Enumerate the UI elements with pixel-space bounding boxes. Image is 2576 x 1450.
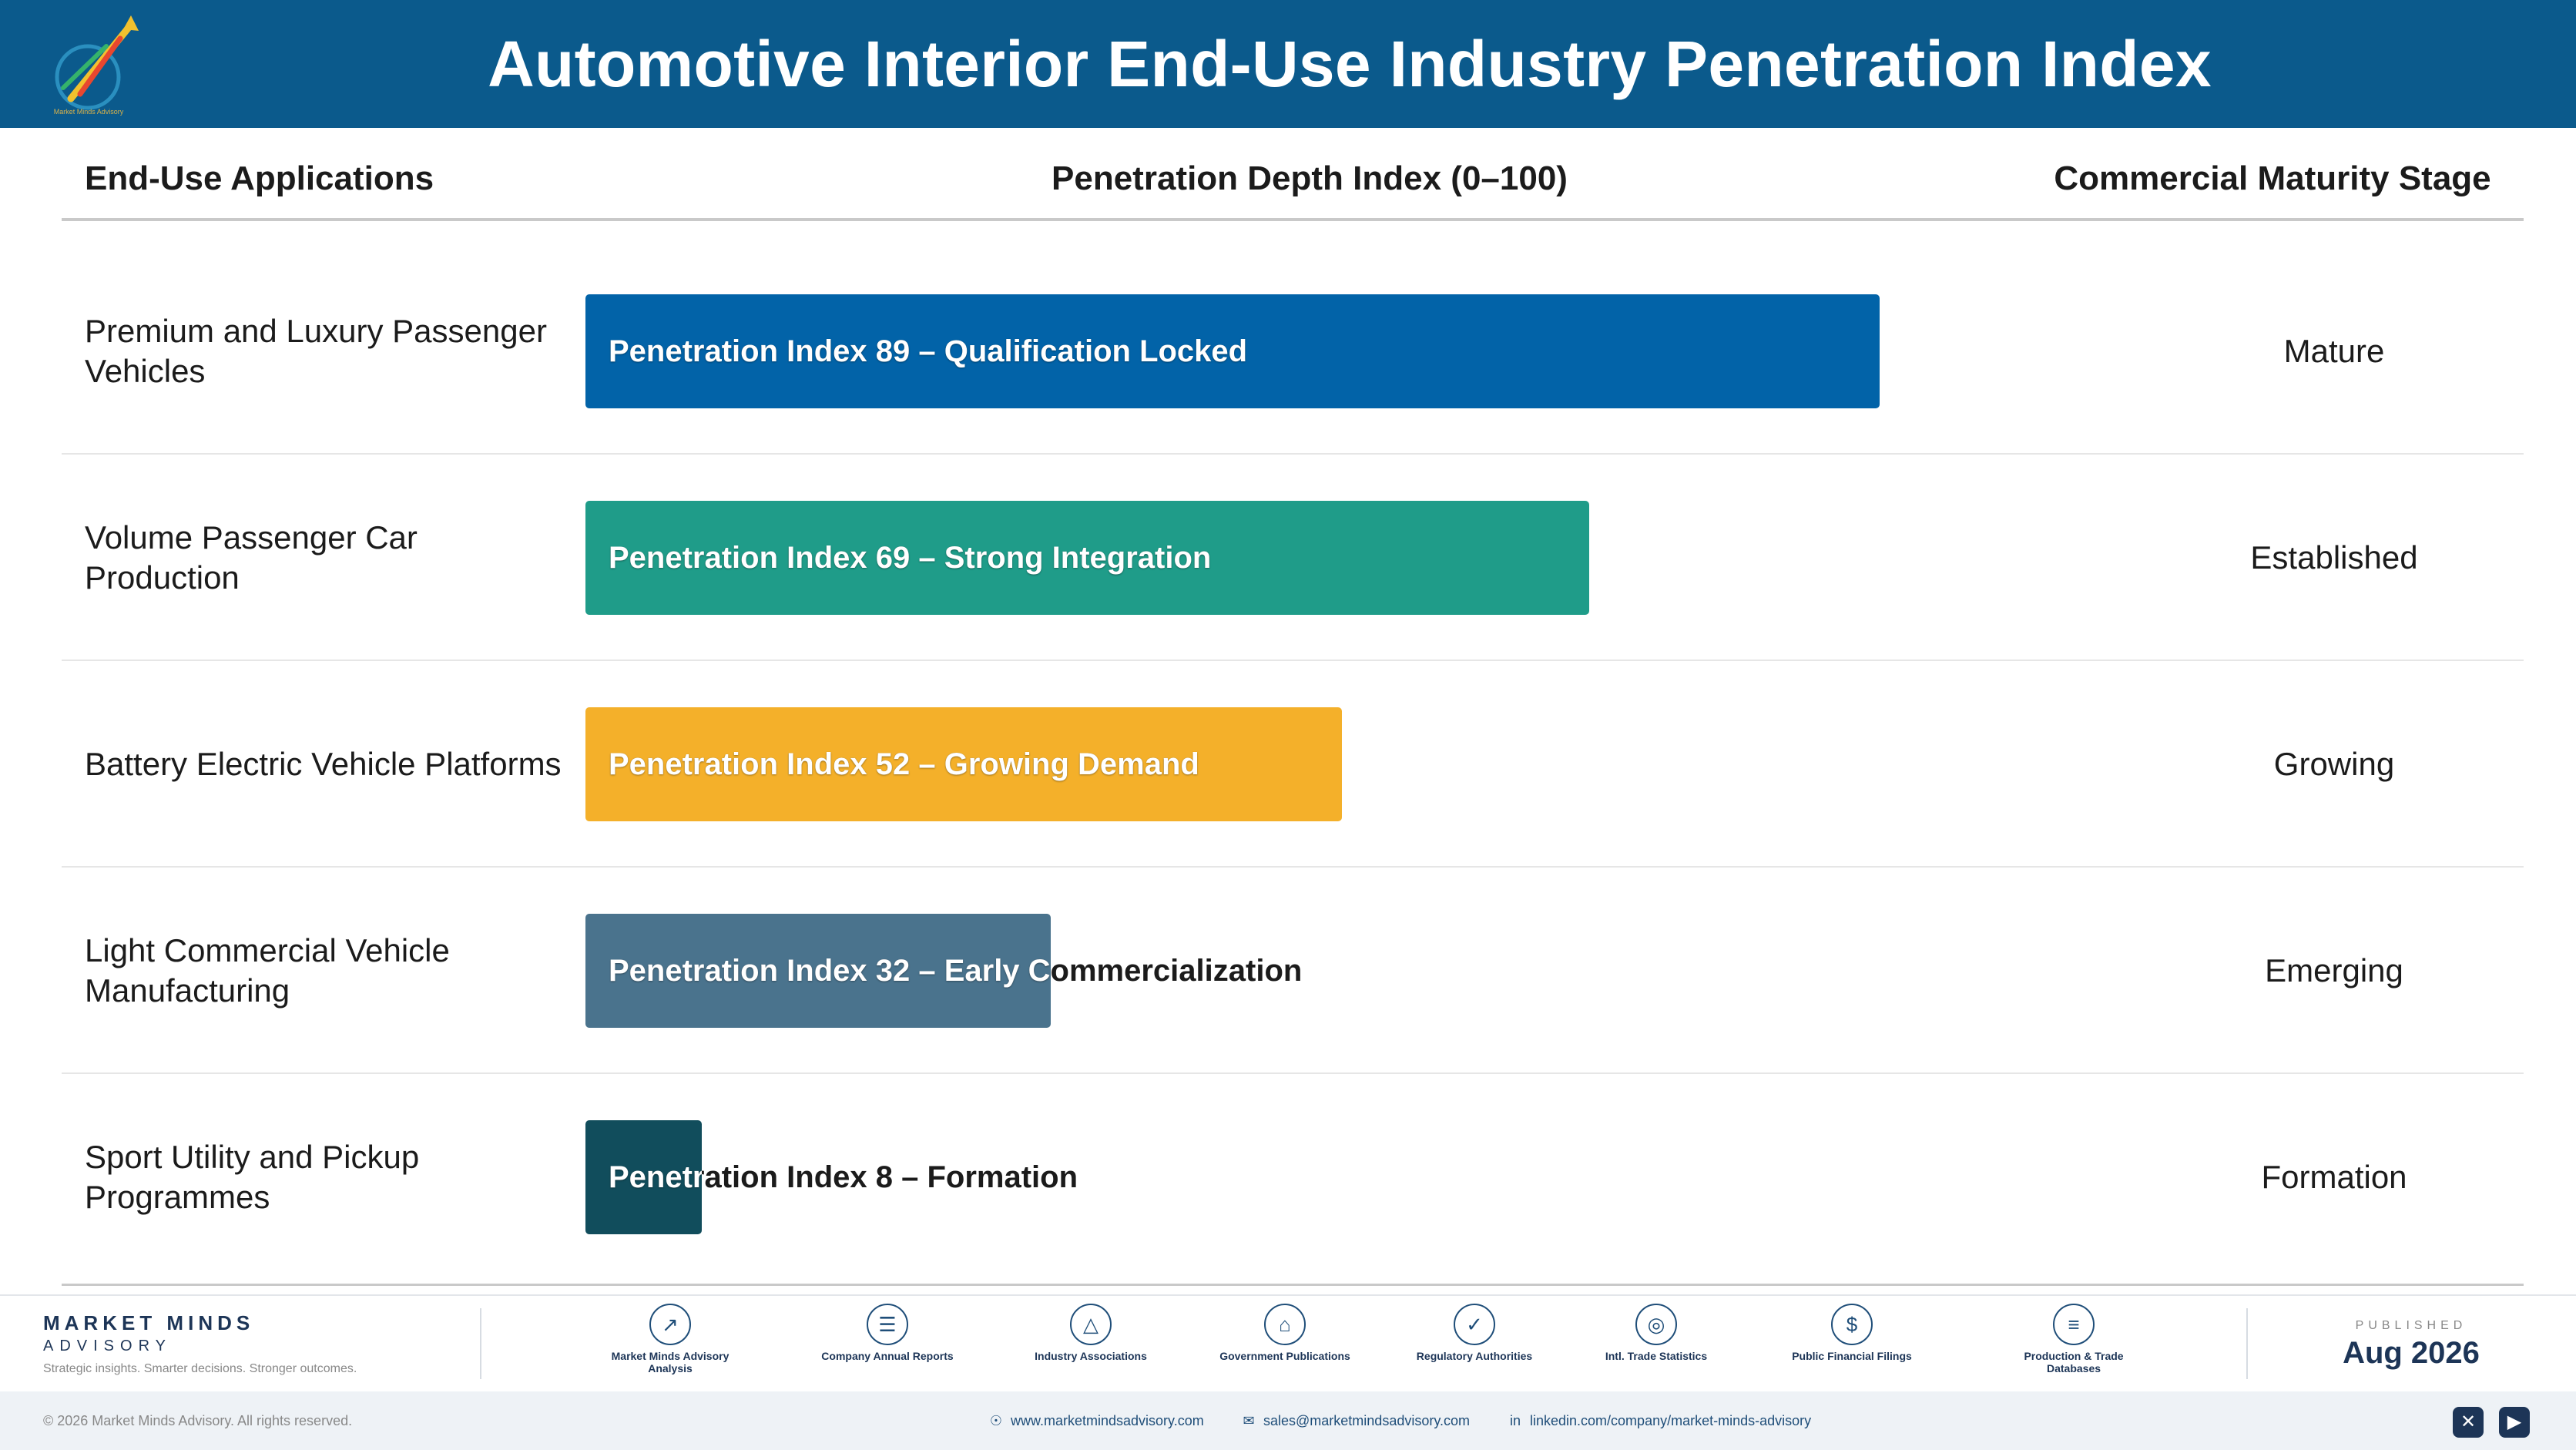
header-divider (62, 218, 2524, 221)
chart-row: Volume Passenger Car Production Penetrati… (62, 455, 2524, 661)
bar-label-text: Penetration Index 32 – Early Commerciali… (609, 954, 1303, 988)
maturity-stage: Established (2250, 539, 2418, 576)
index-bar (585, 294, 1880, 408)
source-label: Production & Trade Databases (2024, 1350, 2124, 1374)
index-bar (585, 1120, 702, 1234)
government-building-icon: ⌂ (1264, 1304, 1306, 1345)
maturity-stage: Mature (2283, 333, 2385, 369)
column-header-index: Penetration Depth Index (0–100) (1052, 159, 1568, 197)
published-label: PUBLISHED (2355, 1319, 2467, 1332)
source-item: ≡ Production & Trade Databases (1997, 1304, 2151, 1374)
bar-label: Penetration Index 52 – Growing Demand Pen… (609, 707, 1199, 821)
company-logo-icon (55, 15, 139, 110)
chart-row: Light Commercial Vehicle Manufacturing Pe… (62, 868, 2524, 1074)
source-item: ☰ Company Annual Reports (810, 1304, 964, 1362)
index-bar (585, 501, 1589, 615)
source-item: ◎ Intl. Trade Statistics (1579, 1304, 1733, 1362)
bar-label-text: Penetration Index 8 – Formation (609, 1160, 1078, 1194)
copyright-text: © 2026 Market Minds Advisory. All rights… (43, 1413, 353, 1428)
maturity-stage: Formation (2261, 1159, 2407, 1195)
chart-bottom-divider (62, 1284, 2524, 1286)
bar-label: Penetration Index 32 – Early Commerciali… (609, 914, 1302, 1028)
published-date: Aug 2026 (2343, 1336, 2480, 1370)
email-text: sales@marketmindsadvisory.com (1263, 1413, 1471, 1428)
website-text: www.marketmindsadvisory.com (1011, 1413, 1204, 1428)
source-item: ⌂ Government Publications (1208, 1304, 1362, 1362)
footer: MARKET MINDS ADVISORY Strategic insights… (0, 1294, 2576, 1391)
email-link[interactable]: ✉ sales@marketmindsadvisory.com (1240, 1391, 1470, 1450)
application-label: Premium and Luxury Passenger Vehicles (85, 313, 547, 389)
source-item: $ Public Financial Filings (1775, 1304, 1929, 1362)
network-icon: △ (1070, 1304, 1112, 1345)
chart-row: Sport Utility and Pickup Programmes Penet… (62, 1074, 2524, 1280)
bar-label: Penetration Index 8 – FormationPenetrati… (609, 1120, 1078, 1234)
source-item: ✓ Regulatory Authorities (1397, 1304, 1551, 1362)
database-icon: ≡ (2053, 1304, 2095, 1345)
footer-divider (480, 1308, 481, 1379)
brand-name: MARKET MINDS (43, 1311, 255, 1334)
source-label: Market Minds Advisory Analysis (611, 1350, 730, 1374)
maturity-stage: Growing (2273, 746, 2395, 782)
application-label: Light Commercial Vehicle Manufacturing (85, 932, 450, 1009)
header-band: Market Minds Advisory Automotive Interio… (0, 0, 2576, 128)
envelope-icon: ✉ (1243, 1413, 1255, 1428)
source-item: △ Industry Associations (1014, 1304, 1168, 1362)
application-label: Volume Passenger Car Production (85, 519, 418, 596)
bar-label-inner-text: Penetration Index 8 – Formation (609, 1160, 702, 1194)
source-label: Government Publications (1219, 1350, 1350, 1362)
index-bar (585, 914, 1051, 1028)
brand-tagline: Strategic insights. Smarter decisions. S… (43, 1362, 357, 1375)
bar-label-text: Penetration Index 69 – Strong Integratio… (609, 541, 1212, 575)
index-bar (585, 707, 1342, 821)
bar-label: Penetration Index 89 – Qualification Loc… (609, 294, 1247, 408)
bar-label-text: Penetration Index 89 – Qualification Loc… (609, 334, 1248, 368)
application-label: Battery Electric Vehicle Platforms (85, 746, 562, 782)
bar-label-inner-text: Penetration Index 69 – Strong Integratio… (609, 541, 1212, 575)
column-header-applications: End-Use Applications (85, 159, 434, 197)
maturity-stage: Emerging (2265, 952, 2403, 988)
row-divider (62, 660, 2524, 661)
row-divider (62, 1072, 2524, 1074)
chart-row: Premium and Luxury Passenger Vehicles Pen… (62, 248, 2524, 455)
bar-label-inner-text: Penetration Index 52 – Growing Demand (609, 747, 1199, 781)
source-label: Public Financial Filings (1792, 1350, 1912, 1362)
row-divider (62, 453, 2524, 455)
source-label: Intl. Trade Statistics (1605, 1350, 1708, 1362)
linkedin-text: linkedin.com/company/market-minds-adviso… (1530, 1413, 1812, 1428)
row-divider (62, 866, 2524, 868)
dollar-coin-icon: $ (1831, 1304, 1873, 1345)
source-item: ↗ Market Minds Advisory Analysis (593, 1304, 747, 1374)
source-label: Regulatory Authorities (1416, 1350, 1533, 1362)
globe-icon: ◎ (1635, 1304, 1677, 1345)
column-header-stage: Commercial Maturity Stage (2054, 159, 2491, 197)
shield-check-icon: ✓ (1454, 1304, 1495, 1345)
source-label: Company Annual Reports (821, 1350, 954, 1362)
application-label: Sport Utility and Pickup Programmes (85, 1139, 420, 1215)
bar-label-text: Penetration Index 52 – Growing Demand (609, 747, 1199, 781)
chart-row: Battery Electric Vehicle Platforms Penetr… (62, 661, 2524, 868)
bar-label-inner-text: Penetration Index 89 – Qualification Loc… (609, 334, 1248, 368)
logo-caption: Market Minds Advisory (53, 108, 124, 116)
youtube-social-icon[interactable]: ▶ (2499, 1407, 2530, 1438)
x-social-icon[interactable]: ✕ (2453, 1407, 2484, 1438)
document-icon: ☰ (867, 1304, 908, 1345)
source-label: Industry Associations (1035, 1350, 1147, 1362)
chart-line-icon: ↗ (649, 1304, 691, 1345)
globe-icon: ☉ (989, 1413, 1003, 1428)
brand-subtitle: ADVISORY (43, 1338, 172, 1354)
footer-divider (2246, 1308, 2248, 1379)
bar-label: Penetration Index 69 – Strong Integratio… (609, 501, 1211, 615)
linkedin-link[interactable]: in linkedin.com/company/market-minds-advi… (1507, 1391, 1811, 1450)
linkedin-icon: in (1509, 1413, 1521, 1428)
bottom-bar: © 2026 Market Minds Advisory. All rights… (0, 1391, 2576, 1450)
website-link[interactable]: ☉ www.marketmindsadvisory.com (988, 1391, 1204, 1450)
bar-label-inner-text: Penetration Index 32 – Early Commerciali… (609, 954, 1051, 988)
page-title: Automotive Interior End-Use Industry Pen… (488, 28, 2212, 100)
